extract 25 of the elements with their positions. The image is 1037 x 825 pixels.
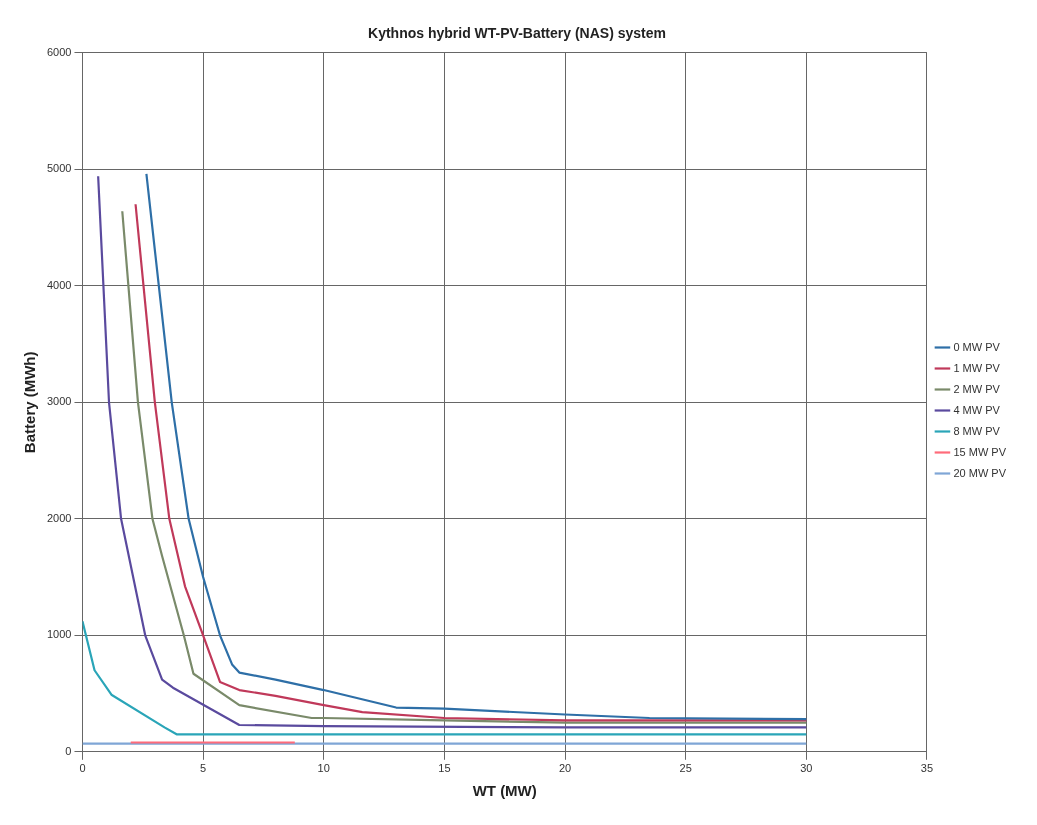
legend-label: 2 MW PV: [953, 382, 1001, 395]
y-tick-label: 6000: [46, 45, 72, 58]
y-tick-label: 1000: [46, 628, 72, 641]
x-tick-label: 10: [317, 762, 330, 775]
legend-label: 1 MW PV: [953, 361, 1001, 374]
y-tick-label: 0: [65, 744, 72, 757]
legend-label: 0 MW PV: [953, 340, 1001, 353]
x-tick-label: 20: [558, 762, 572, 775]
chart-title: Kythnos hybrid WT-PV-Battery (NAS) system: [368, 25, 666, 42]
x-tick-label: 30: [800, 762, 813, 775]
x-tick-label: 15: [438, 762, 451, 775]
legend-label: 20 MW PV: [953, 466, 1007, 479]
y-tick-label: 4000: [46, 278, 72, 291]
x-axis-title: WT (MW): [472, 782, 537, 800]
x-tick-label: 0: [79, 762, 86, 775]
y-tick-label: 2000: [46, 511, 72, 524]
x-tick-label: 5: [200, 762, 207, 775]
y-tick-label: 3000: [46, 395, 72, 408]
legend-label: 8 MW PV: [953, 424, 1001, 437]
legend-label: 15 MW PV: [953, 445, 1007, 458]
x-tick-label: 25: [679, 762, 692, 775]
legend-label: 4 MW PV: [953, 403, 1001, 416]
x-tick-label: 35: [920, 762, 934, 775]
y-axis-title: Battery (MWh): [21, 351, 39, 454]
y-tick-label: 5000: [46, 162, 72, 175]
